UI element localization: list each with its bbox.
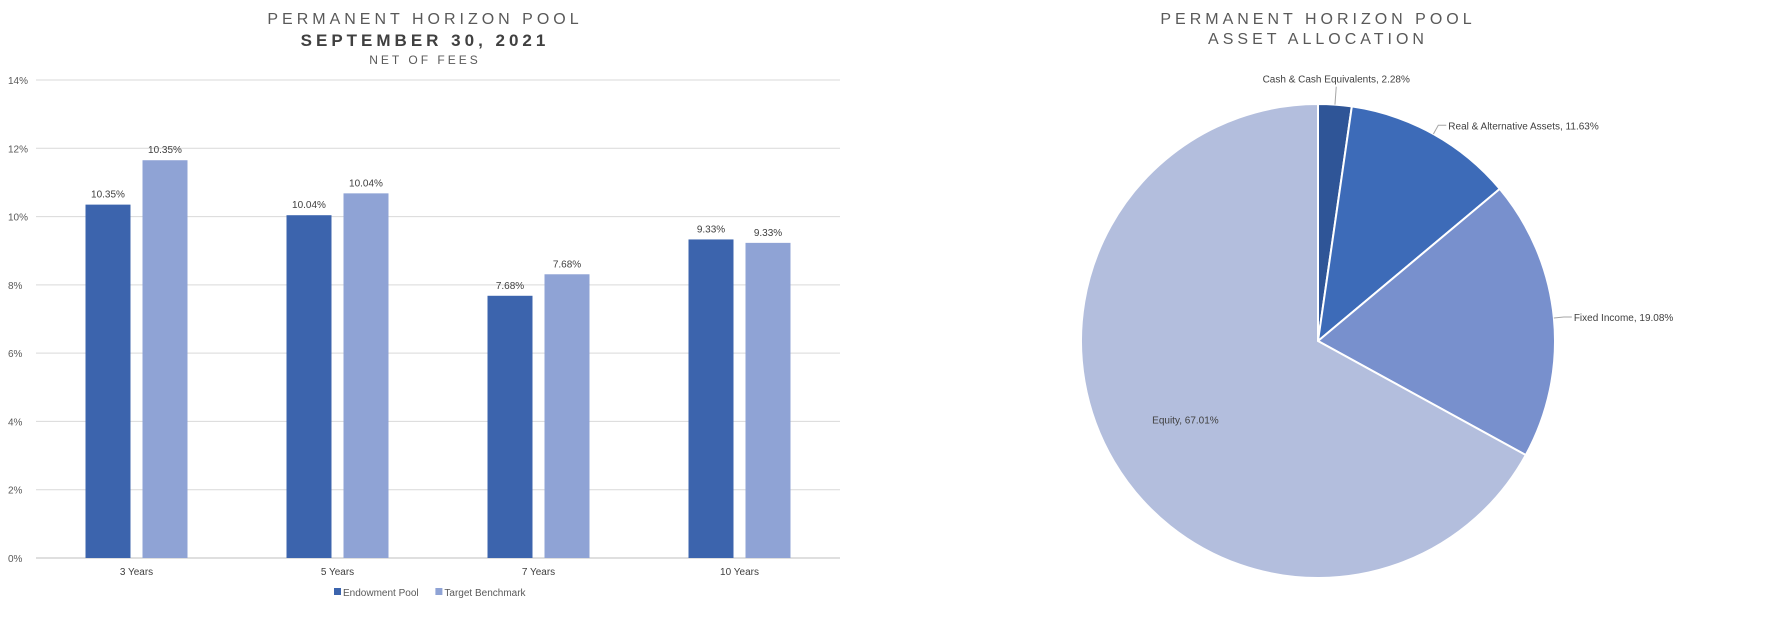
data-label: 10.35% (148, 145, 182, 156)
bar (688, 239, 734, 558)
x-tick-label: 3 Years (120, 567, 153, 578)
data-label: 9.33% (697, 224, 725, 235)
legend-swatch (334, 588, 341, 595)
y-tick-label: 12% (8, 144, 28, 155)
data-label: 10.04% (292, 200, 326, 211)
pie-chart-title-line2: ASSET ALLOCATION (1208, 31, 1428, 48)
y-tick-label: 2% (8, 486, 23, 497)
x-tick-label: 5 Years (321, 567, 354, 578)
y-tick-label: 6% (8, 349, 23, 360)
bar-chart-title-line1: PERMANENT HORIZON POOL (267, 11, 583, 28)
bar-chart-title: PERMANENT HORIZON POOL SEPTEMBER 30, 202… (225, 10, 625, 68)
x-tick-label: 10 Years (720, 567, 759, 578)
bar (745, 242, 791, 558)
bar (286, 215, 332, 558)
legend-label: Endowment Pool (343, 588, 419, 599)
y-tick-label: 14% (8, 76, 28, 87)
bar (343, 193, 389, 558)
legend-label: Target Benchmark (444, 588, 526, 599)
data-label: 7.68% (553, 259, 581, 270)
bar (487, 295, 533, 558)
y-tick-label: 8% (8, 281, 23, 292)
y-tick-label: 10% (8, 213, 28, 224)
data-label: 10.35% (91, 190, 125, 201)
data-label: 9.33% (754, 228, 782, 239)
bar (142, 160, 188, 558)
bar (544, 274, 590, 558)
bar (85, 204, 131, 558)
x-tick-label: 7 Years (522, 567, 555, 578)
y-tick-label: 4% (8, 417, 23, 428)
pie-chart-title-line1: PERMANENT HORIZON POOL (1160, 11, 1476, 28)
data-label: 10.04% (349, 178, 383, 189)
legend-swatch (435, 588, 443, 595)
pie-chart-title: PERMANENT HORIZON POOL ASSET ALLOCATION (1118, 10, 1518, 50)
y-tick-label: 0% (8, 554, 23, 565)
bar-chart-title-line3: NET OF FEES (369, 53, 481, 67)
data-label: 7.68% (496, 281, 524, 292)
bar-chart-title-line2: SEPTEMBER 30, 2021 (300, 31, 550, 50)
